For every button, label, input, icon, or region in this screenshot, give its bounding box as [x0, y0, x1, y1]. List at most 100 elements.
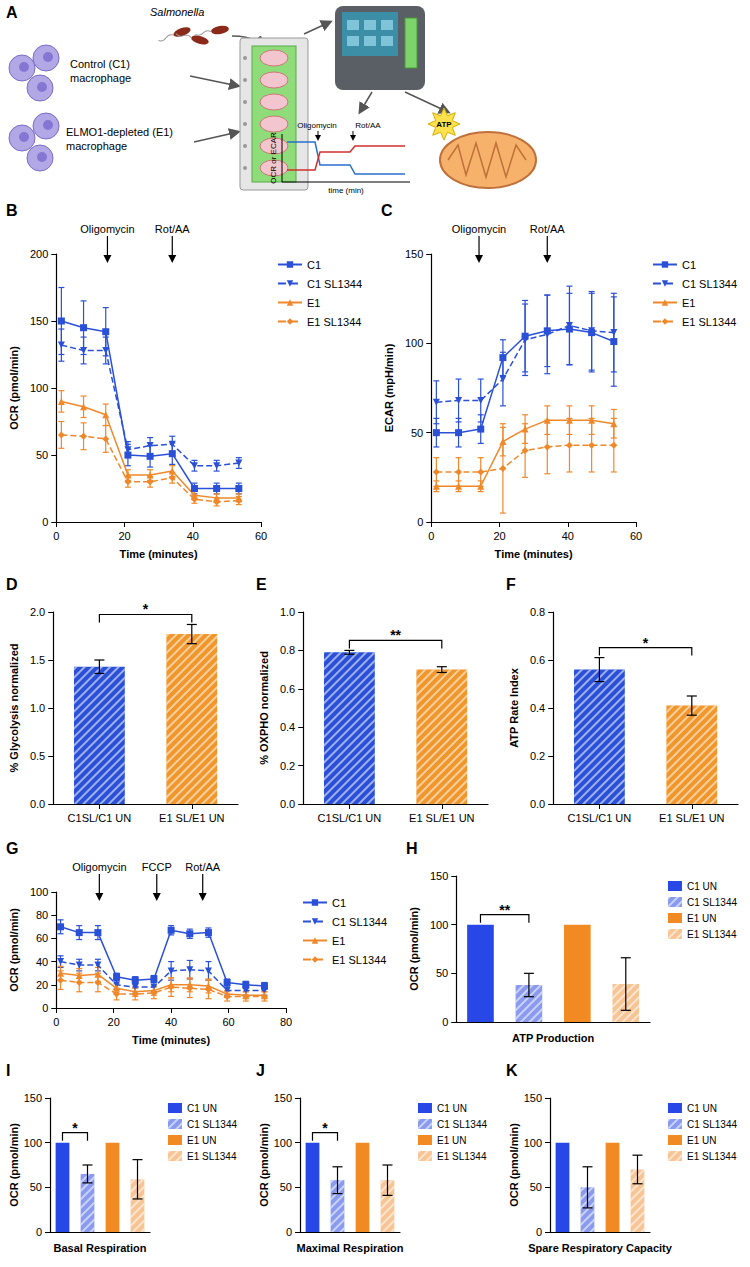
svg-text:0.6: 0.6	[530, 654, 545, 666]
svg-text:0.5: 0.5	[30, 750, 45, 762]
svg-text:D: D	[6, 576, 18, 593]
svg-text:E1 UN: E1 UN	[687, 1135, 716, 1146]
svg-text:ATP Rate Index: ATP Rate Index	[508, 667, 520, 748]
svg-text:**: **	[390, 627, 401, 643]
svg-text:50: 50	[411, 427, 423, 439]
svg-text:*: *	[143, 601, 149, 617]
svg-text:**: **	[499, 902, 510, 918]
svg-text:Oligomycin: Oligomycin	[297, 121, 337, 130]
svg-text:E1 UN: E1 UN	[187, 1135, 216, 1146]
svg-text:0: 0	[53, 530, 59, 542]
svg-text:Time (minutes): Time (minutes)	[495, 548, 573, 560]
svg-text:60: 60	[222, 1016, 234, 1028]
svg-text:40: 40	[562, 530, 574, 542]
svg-text:C1 SL1344: C1 SL1344	[687, 897, 737, 908]
svg-text:FCCP: FCCP	[142, 861, 172, 873]
svg-text:E1 SL1344: E1 SL1344	[687, 929, 737, 940]
svg-text:150: 150	[524, 1092, 542, 1104]
svg-text:Maximal Respiration: Maximal Respiration	[297, 1242, 404, 1254]
svg-text:ATP: ATP	[436, 120, 452, 129]
svg-text:C1SL/C1 UN: C1SL/C1 UN	[568, 812, 632, 824]
svg-text:40: 40	[187, 530, 199, 542]
svg-text:100: 100	[430, 919, 448, 931]
svg-text:0.8: 0.8	[280, 644, 295, 656]
svg-text:A: A	[6, 4, 18, 21]
svg-text:0.0: 0.0	[530, 798, 545, 810]
svg-text:100: 100	[274, 1137, 292, 1149]
svg-text:B: B	[6, 202, 18, 219]
svg-text:0: 0	[53, 1016, 59, 1028]
svg-text:Basal Respiration: Basal Respiration	[54, 1242, 147, 1254]
svg-text:macrophage: macrophage	[70, 72, 131, 84]
svg-text:C1 UN: C1 UN	[437, 1103, 467, 1114]
svg-text:*: *	[643, 635, 649, 651]
svg-text:0: 0	[36, 1226, 42, 1238]
svg-text:Salmonella: Salmonella	[150, 6, 204, 18]
svg-text:0.2: 0.2	[280, 760, 295, 772]
svg-text:OCR (pmol/min): OCR (pmol/min)	[508, 1123, 520, 1207]
svg-text:E: E	[256, 576, 267, 593]
svg-text:C1 SL1344: C1 SL1344	[187, 1119, 237, 1130]
svg-text:50: 50	[36, 449, 48, 461]
svg-text:100: 100	[30, 886, 48, 898]
svg-text:150: 150	[430, 870, 448, 882]
svg-text:E1 UN: E1 UN	[437, 1135, 466, 1146]
svg-text:K: K	[506, 1062, 518, 1079]
svg-text:E1: E1	[332, 935, 345, 947]
svg-text:0: 0	[42, 1002, 48, 1014]
svg-text:time (min): time (min)	[328, 186, 364, 195]
svg-text:OCR or ECAR: OCR or ECAR	[269, 132, 278, 184]
svg-text:150: 150	[24, 1092, 42, 1104]
svg-text:F: F	[506, 576, 516, 593]
svg-text:60: 60	[255, 530, 267, 542]
svg-text:150: 150	[274, 1092, 292, 1104]
svg-text:ATP Production: ATP Production	[512, 1032, 594, 1044]
svg-text:1.0: 1.0	[30, 702, 45, 714]
svg-text:G: G	[6, 840, 18, 857]
svg-text:E1 SL1344: E1 SL1344	[307, 316, 361, 328]
svg-text:E1 UN: E1 UN	[687, 913, 716, 924]
svg-text:C: C	[381, 202, 393, 219]
svg-text:% Glycolysis normalized: % Glycolysis normalized	[8, 644, 20, 773]
svg-text:C1 SL1344: C1 SL1344	[437, 1119, 487, 1130]
svg-text:C1SL/C1 UN: C1SL/C1 UN	[68, 812, 132, 824]
svg-text:20: 20	[118, 530, 130, 542]
svg-text:C1 UN: C1 UN	[187, 1103, 217, 1114]
svg-text:OCR (pmol/min): OCR (pmol/min)	[8, 908, 20, 992]
svg-text:80: 80	[36, 909, 48, 921]
svg-text:150: 150	[30, 315, 48, 327]
svg-text:100: 100	[24, 1137, 42, 1149]
svg-text:E1 SL1344: E1 SL1344	[687, 1151, 737, 1162]
svg-text:C1: C1	[682, 259, 696, 271]
svg-text:% OXPHO normalized: % OXPHO normalized	[258, 651, 270, 765]
svg-text:Rot/AA: Rot/AA	[530, 223, 566, 235]
svg-text:Rot/AA: Rot/AA	[355, 121, 381, 130]
svg-text:0: 0	[42, 516, 48, 528]
svg-text:Rot/AA: Rot/AA	[155, 223, 191, 235]
svg-text:E1: E1	[307, 297, 320, 309]
svg-text:C1 UN: C1 UN	[687, 881, 717, 892]
svg-text:C1: C1	[332, 897, 346, 909]
svg-text:Time (minutes): Time (minutes)	[120, 548, 198, 560]
svg-text:C1: C1	[307, 259, 321, 271]
svg-text:60: 60	[630, 530, 642, 542]
svg-text:20: 20	[36, 979, 48, 991]
svg-text:100: 100	[524, 1137, 542, 1149]
svg-text:macrophage: macrophage	[66, 140, 127, 152]
svg-text:C1 SL1344: C1 SL1344	[687, 1119, 737, 1130]
svg-text:0: 0	[442, 1016, 448, 1028]
svg-text:E1 SL1344: E1 SL1344	[332, 954, 386, 966]
svg-text:E1 SL/E1 UN: E1 SL/E1 UN	[659, 812, 724, 824]
svg-text:E1: E1	[682, 297, 695, 309]
svg-text:0: 0	[536, 1226, 542, 1238]
svg-text:OCR (pmol/min): OCR (pmol/min)	[408, 907, 420, 991]
svg-text:50: 50	[436, 967, 448, 979]
svg-text:150: 150	[405, 248, 423, 260]
svg-text:I: I	[6, 1062, 10, 1079]
svg-text:0.4: 0.4	[530, 702, 545, 714]
svg-text:C1 UN: C1 UN	[687, 1103, 717, 1114]
svg-text:0: 0	[428, 530, 434, 542]
svg-text:E1 SL/E1 UN: E1 SL/E1 UN	[409, 812, 474, 824]
svg-text:80: 80	[280, 1016, 292, 1028]
svg-text:0.0: 0.0	[280, 798, 295, 810]
